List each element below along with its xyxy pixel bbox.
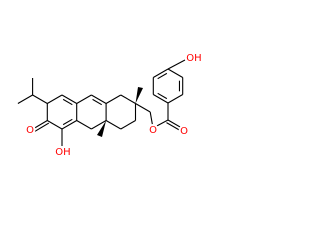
bond xyxy=(120,94,136,104)
bond xyxy=(167,119,183,129)
bond xyxy=(149,111,154,129)
bond xyxy=(76,120,92,130)
atom-label: OH xyxy=(186,53,201,64)
bond xyxy=(91,94,107,104)
bond xyxy=(153,94,169,104)
double-bond xyxy=(166,122,182,132)
bond xyxy=(91,120,107,130)
atom-label: O xyxy=(26,125,34,136)
bond xyxy=(32,120,48,130)
bond xyxy=(61,120,77,130)
bond xyxy=(105,120,122,130)
bond xyxy=(32,94,48,104)
bonds xyxy=(17,59,186,146)
bond xyxy=(153,68,169,78)
bond xyxy=(152,119,169,129)
double-bond xyxy=(62,118,73,126)
double-bond xyxy=(157,72,168,80)
bond xyxy=(17,94,33,104)
methyl-wedge xyxy=(135,87,143,104)
bond xyxy=(120,120,136,130)
methyl-wedge xyxy=(97,120,107,137)
double-bond xyxy=(34,122,50,133)
double-bond xyxy=(157,92,168,100)
bond xyxy=(105,94,122,104)
bond xyxy=(61,94,77,104)
double-bond xyxy=(62,98,73,106)
double-bond xyxy=(92,98,102,106)
bond xyxy=(167,68,183,78)
atom-label: O xyxy=(180,126,188,137)
structure-diagram: OH O OH O O xyxy=(17,51,204,160)
bond xyxy=(47,120,63,130)
bond xyxy=(47,94,63,104)
atom-label: OH xyxy=(55,147,70,158)
bond xyxy=(135,103,151,113)
bond xyxy=(76,94,92,104)
bond xyxy=(167,94,183,104)
atom-label: O xyxy=(149,125,157,136)
bond xyxy=(167,59,186,70)
